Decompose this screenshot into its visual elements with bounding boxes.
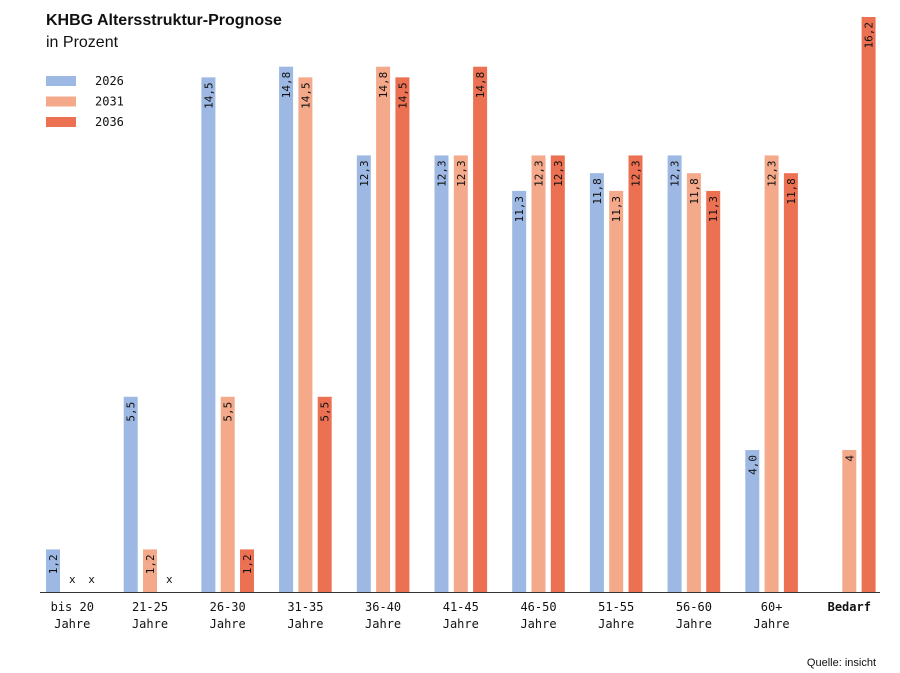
bar-2031 bbox=[842, 450, 857, 592]
missing-value-marker: x bbox=[166, 573, 173, 586]
bar-2036 bbox=[861, 17, 876, 592]
bar-value-label: 11,3 bbox=[707, 196, 720, 223]
bar-2031 bbox=[686, 173, 701, 592]
bar-value-label: 14,5 bbox=[299, 82, 312, 109]
bar-value-label: 11,8 bbox=[688, 178, 701, 205]
bar-value-label: 14,8 bbox=[280, 72, 293, 99]
bar-2031 bbox=[376, 66, 391, 593]
bar-2031 bbox=[298, 77, 313, 593]
bar-value-label: 12,3 bbox=[630, 160, 643, 187]
bar-2031 bbox=[143, 549, 157, 592]
bar-value-label: 12,3 bbox=[533, 160, 546, 187]
bar-2026 bbox=[512, 190, 527, 593]
bar-value-label: 12,3 bbox=[552, 160, 565, 187]
bar-value-label: 1,2 bbox=[241, 554, 254, 574]
bar-2026 bbox=[356, 155, 371, 593]
bar-value-label: 12,3 bbox=[358, 160, 371, 187]
category-label: 36-40 bbox=[365, 600, 401, 614]
bar-2036 bbox=[783, 173, 798, 592]
bar-2036 bbox=[240, 549, 254, 592]
missing-value-marker: x bbox=[69, 573, 76, 586]
bar-value-label: 12,3 bbox=[669, 160, 682, 187]
category-label: 56-60 bbox=[676, 600, 712, 614]
bar-value-label: 11,3 bbox=[610, 196, 623, 223]
bar-2036 bbox=[550, 155, 565, 593]
bar-value-label: 12,3 bbox=[436, 160, 449, 187]
category-label: 21-25 bbox=[132, 600, 168, 614]
category-label: Jahre bbox=[365, 617, 401, 631]
bar-value-label: 4 bbox=[843, 455, 856, 462]
bar-2026 bbox=[434, 155, 449, 593]
bar-2026 bbox=[123, 396, 138, 592]
bar-value-label: 12,3 bbox=[766, 160, 779, 187]
bar-2031 bbox=[531, 155, 546, 593]
bar-value-label: 11,8 bbox=[591, 178, 604, 205]
bar-value-label: 11,3 bbox=[513, 196, 526, 223]
bar-value-label: 11,8 bbox=[785, 178, 798, 205]
bar-2031 bbox=[220, 396, 235, 592]
legend-swatch-2031 bbox=[46, 96, 76, 107]
category-label: bis 20 bbox=[51, 600, 94, 614]
legend-swatch-2036 bbox=[46, 117, 76, 127]
bar-2026 bbox=[46, 549, 60, 592]
bar-value-label: 5,5 bbox=[125, 402, 138, 422]
category-label: 26-30 bbox=[210, 600, 246, 614]
category-label: 41-45 bbox=[443, 600, 479, 614]
category-label: Jahre bbox=[754, 617, 790, 631]
bar-2036 bbox=[706, 190, 721, 593]
bar-2026 bbox=[667, 155, 682, 593]
category-label: Bedarf bbox=[828, 600, 871, 614]
bar-value-label: 14,5 bbox=[202, 82, 215, 109]
bar-2031 bbox=[609, 190, 624, 593]
missing-value-marker: x bbox=[88, 573, 95, 586]
category-label: Jahre bbox=[132, 617, 168, 631]
bar-value-label: 4,0 bbox=[746, 455, 759, 475]
category-label: 46-50 bbox=[520, 600, 556, 614]
bar-value-label: 16,2 bbox=[863, 22, 876, 49]
bar-2026 bbox=[279, 66, 294, 593]
bar-value-label: 5,5 bbox=[222, 402, 235, 422]
category-label: 51-55 bbox=[598, 600, 634, 614]
source-note: Quelle: insicht bbox=[806, 657, 876, 669]
bar-2036 bbox=[395, 77, 410, 593]
category-label: Jahre bbox=[210, 617, 246, 631]
bar-2026 bbox=[201, 77, 216, 593]
chart-subtitle: in Prozent bbox=[46, 34, 119, 51]
category-label: Jahre bbox=[443, 617, 479, 631]
bar-2031 bbox=[453, 155, 468, 593]
bar-value-label: 1,2 bbox=[144, 554, 157, 574]
bar-value-label: 14,5 bbox=[396, 82, 409, 109]
bar-value-label: 14,8 bbox=[377, 72, 390, 99]
bar-value-label: 12,3 bbox=[455, 160, 468, 187]
bar-2026 bbox=[745, 450, 760, 592]
legend-swatch-2026 bbox=[46, 76, 76, 86]
legend-label-2031: 2031 bbox=[95, 95, 124, 109]
chart-title: KHBG Altersstruktur-Prognose bbox=[46, 12, 282, 29]
bar-2036 bbox=[473, 66, 488, 593]
category-label: 31-35 bbox=[287, 600, 323, 614]
category-label: Jahre bbox=[598, 617, 634, 631]
legend-label-2026: 2026 bbox=[95, 74, 124, 88]
bar-2026 bbox=[589, 173, 604, 592]
bar-2031 bbox=[764, 155, 779, 593]
bar-value-label: 1,2 bbox=[47, 554, 60, 574]
category-label: Jahre bbox=[287, 617, 323, 631]
category-label: Jahre bbox=[676, 617, 712, 631]
legend-label-2036: 2036 bbox=[95, 115, 124, 129]
category-label: 60+ bbox=[761, 600, 783, 614]
bar-2036 bbox=[317, 396, 332, 592]
bar-value-label: 14,8 bbox=[474, 72, 487, 99]
bar-2036 bbox=[628, 155, 643, 593]
category-label: Jahre bbox=[54, 617, 90, 631]
bar-value-label: 5,5 bbox=[319, 402, 332, 422]
category-label: Jahre bbox=[520, 617, 556, 631]
